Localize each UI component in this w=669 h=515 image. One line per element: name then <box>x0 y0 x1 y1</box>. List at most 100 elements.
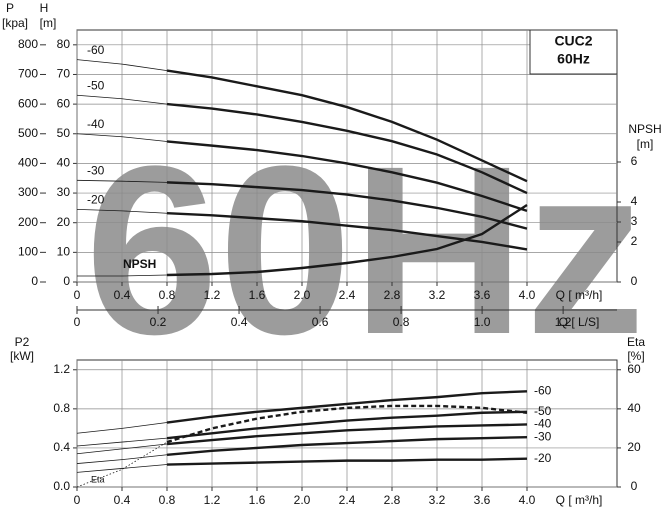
x-tick-label: 3.6 <box>474 288 491 302</box>
x-tick-label: 2.0 <box>294 493 311 507</box>
curve <box>166 203 528 277</box>
y-tick-label: 0.4 <box>53 440 70 454</box>
series-label: -40 <box>534 417 552 431</box>
x2-tick-label: 1.2 <box>555 315 572 329</box>
x-tick-label: 4.0 <box>519 288 536 302</box>
y2-tick-label: 20 <box>627 440 641 454</box>
series-label: -20 <box>87 193 105 207</box>
curve <box>166 423 528 446</box>
x2-tick-label: 0.8 <box>393 315 410 329</box>
y2-tick-label: 0 <box>631 479 638 493</box>
curve <box>76 208 168 214</box>
legend-box <box>529 29 618 75</box>
x-tick-label: 4.0 <box>519 493 536 507</box>
series-label: -60 <box>534 383 552 397</box>
x-tick-label: 2.8 <box>384 493 401 507</box>
curve <box>76 422 168 434</box>
x-tick-label: 0.8 <box>159 288 176 302</box>
p-tick-label: 400 <box>18 156 38 170</box>
legend-text: 60Hz <box>557 51 590 67</box>
y-tick-label: 60 <box>57 96 71 110</box>
y-tick-label: 50 <box>57 126 71 140</box>
axis-label: [m] <box>637 137 654 151</box>
x2-tick-label: 0.4 <box>231 315 248 329</box>
legend-text: CUC2 <box>554 33 592 49</box>
x2-tick-label: 0 <box>74 315 81 329</box>
curve <box>76 179 168 183</box>
y-tick-label: 10 <box>57 245 71 259</box>
series-label: -40 <box>87 117 105 131</box>
curve <box>166 410 528 440</box>
x-axis-label: Q [ m³/h] <box>556 288 603 302</box>
y2-tick-label: 6 <box>631 154 638 168</box>
y-tick-label: 0.0 <box>53 479 70 493</box>
x2-tick-label: 1.0 <box>474 315 491 329</box>
x-axis-label: Q [ m³/h] <box>556 493 603 507</box>
x-tick-label: 0.4 <box>114 288 131 302</box>
curve <box>76 94 168 105</box>
x-tick-label: 0.4 <box>114 493 131 507</box>
axis-label: P2 <box>15 335 30 349</box>
series-label: -60 <box>87 43 105 57</box>
x-tick-label: 3.2 <box>429 493 446 507</box>
x-tick-label: 2.4 <box>339 288 356 302</box>
watermark: 60Hz <box>85 116 645 384</box>
y-tick-label: 80 <box>57 37 71 51</box>
series-label: -20 <box>534 451 552 465</box>
curve <box>166 102 528 195</box>
axis-label: NPSH <box>628 122 661 136</box>
x-tick-label: 1.6 <box>249 493 266 507</box>
curve <box>76 437 168 447</box>
series-label: -30 <box>534 429 552 443</box>
x-tick-label: 1.2 <box>204 493 221 507</box>
series-label: NPSH <box>123 257 156 271</box>
curve <box>166 181 528 230</box>
x2-axis-label: Q [ L/S] <box>559 315 600 329</box>
curve <box>76 133 168 142</box>
y-tick-label: 30 <box>57 185 71 199</box>
x2-tick-label: 0.6 <box>312 315 329 329</box>
y2-tick-label: 60 <box>627 362 641 376</box>
x-tick-label: 2.0 <box>294 288 311 302</box>
y-tick-label: 20 <box>57 215 71 229</box>
axis-label: [%] <box>627 349 644 363</box>
curve <box>76 59 168 72</box>
p-tick-label: 200 <box>18 215 38 229</box>
x-tick-label: 3.2 <box>429 288 446 302</box>
p-tick-label: 500 <box>18 126 38 140</box>
p-tick-label: 600 <box>18 96 38 110</box>
p-tick-label: 700 <box>18 67 38 81</box>
curve <box>166 457 528 466</box>
series-label: -30 <box>87 163 105 177</box>
curve <box>76 454 168 464</box>
y-tick-label: 70 <box>57 67 71 81</box>
y-tick-label: 1.2 <box>53 362 70 376</box>
y-tick-label: 0.8 <box>53 401 70 415</box>
curve <box>76 443 168 455</box>
x-tick-label: 1.6 <box>249 288 266 302</box>
curve <box>166 69 528 183</box>
axis-label: Eta <box>627 335 645 349</box>
x-tick-label: 0 <box>74 288 81 302</box>
x2-tick-label: 0.2 <box>150 315 167 329</box>
x-tick-label: 2.4 <box>339 493 356 507</box>
x-tick-label: 2.8 <box>384 288 401 302</box>
axis-label: [kW] <box>10 349 34 363</box>
p-tick-label: 0 <box>31 274 38 288</box>
y-tick-label: 40 <box>57 156 71 170</box>
curve <box>166 390 528 424</box>
curve <box>166 140 528 212</box>
y2-tick-label: 0 <box>631 274 638 288</box>
y2-tick-label: 3 <box>631 214 638 228</box>
axis-label: P <box>6 1 14 15</box>
series-label: -50 <box>534 404 552 418</box>
axis-label: [kpa] <box>2 16 28 30</box>
x-tick-label: 0.8 <box>159 493 176 507</box>
axis-label: H <box>40 1 49 15</box>
p-tick-label: 800 <box>18 37 38 51</box>
p-tick-label: 100 <box>18 245 38 259</box>
series-label: Eta <box>91 474 105 484</box>
series-label: -50 <box>87 78 105 92</box>
p-tick-label: 300 <box>18 185 38 199</box>
